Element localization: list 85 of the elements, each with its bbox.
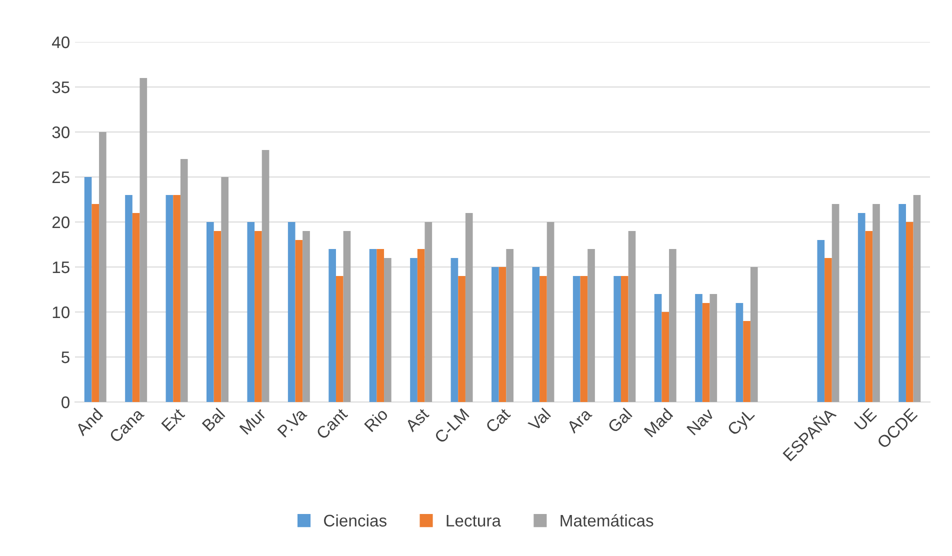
bar bbox=[328, 249, 336, 402]
bar bbox=[247, 222, 255, 402]
x-tick-label: Cat bbox=[485, 407, 512, 434]
x-tick-label: Ara bbox=[566, 407, 593, 434]
bar bbox=[492, 267, 499, 402]
bar bbox=[262, 150, 270, 402]
bar bbox=[92, 204, 100, 402]
bar bbox=[546, 222, 554, 402]
bar bbox=[206, 222, 214, 402]
bar bbox=[125, 195, 132, 402]
bar bbox=[695, 294, 702, 402]
x-tick-label: UE bbox=[854, 408, 878, 431]
legend-label: Matemáticas bbox=[560, 514, 654, 527]
bar bbox=[450, 258, 458, 402]
y-tick-label: 5 bbox=[62, 352, 70, 364]
bar bbox=[865, 231, 873, 402]
bar bbox=[572, 276, 580, 402]
x-tick-label: CyL bbox=[726, 408, 758, 438]
bar bbox=[614, 276, 621, 402]
x-tick-label: P.Va bbox=[277, 407, 308, 438]
bar bbox=[580, 276, 588, 402]
bar bbox=[662, 312, 670, 402]
legend-label: Ciencias bbox=[324, 514, 386, 527]
bar bbox=[410, 258, 418, 402]
x-tick-label: Ext bbox=[161, 407, 186, 432]
bar bbox=[214, 231, 222, 402]
bar bbox=[417, 249, 425, 402]
bar bbox=[84, 177, 92, 402]
x-tick-label: Bal bbox=[201, 408, 226, 432]
bar bbox=[180, 159, 188, 402]
bar bbox=[532, 267, 540, 402]
x-tick-label: Nav bbox=[686, 407, 715, 436]
y-tick-label: 30 bbox=[52, 126, 70, 138]
legend-label: Lectura bbox=[446, 514, 502, 527]
bar bbox=[898, 204, 906, 402]
bar bbox=[336, 276, 344, 402]
bar bbox=[132, 213, 140, 402]
bar bbox=[743, 321, 750, 402]
x-tick-label: Rio bbox=[364, 407, 389, 432]
bar bbox=[376, 249, 384, 402]
bar bbox=[424, 222, 432, 402]
bar bbox=[906, 222, 914, 402]
y-tick-label: 0 bbox=[62, 396, 70, 408]
bar bbox=[295, 240, 303, 402]
y-tick-label: 40 bbox=[52, 36, 70, 48]
x-tick-label: Mur bbox=[239, 407, 267, 435]
bar bbox=[858, 213, 866, 402]
y-tick-label: 15 bbox=[52, 262, 70, 274]
x-tick-label: Gal bbox=[606, 408, 633, 434]
bar bbox=[702, 303, 710, 402]
bar bbox=[817, 240, 825, 402]
bar bbox=[173, 195, 180, 402]
bar bbox=[343, 231, 351, 402]
bar bbox=[824, 258, 832, 402]
bar bbox=[654, 294, 662, 402]
bar bbox=[288, 222, 296, 402]
bar bbox=[628, 231, 636, 402]
bar bbox=[458, 276, 466, 402]
y-tick-label: 20 bbox=[52, 216, 70, 228]
bar bbox=[710, 294, 718, 402]
bar bbox=[750, 267, 758, 402]
bar bbox=[498, 267, 506, 402]
bar bbox=[736, 303, 744, 402]
bar bbox=[913, 195, 921, 402]
bar bbox=[620, 276, 628, 402]
y-tick-label: 35 bbox=[52, 81, 70, 94]
bar bbox=[669, 249, 676, 402]
bar bbox=[302, 231, 310, 402]
bar bbox=[540, 276, 547, 402]
bar bbox=[221, 177, 228, 402]
y-tick-label: 25 bbox=[52, 171, 70, 184]
bar bbox=[166, 195, 174, 402]
bar bbox=[140, 78, 148, 402]
bar bbox=[588, 249, 595, 402]
bar bbox=[465, 213, 473, 402]
bar bbox=[369, 249, 377, 402]
bar bbox=[832, 204, 840, 402]
bar bbox=[99, 132, 106, 402]
x-tick-label: Ast bbox=[404, 407, 430, 433]
bar bbox=[872, 204, 880, 402]
bar bbox=[384, 258, 392, 402]
bar bbox=[254, 231, 262, 402]
bar bbox=[506, 249, 514, 402]
x-tick-label: Val bbox=[527, 408, 552, 432]
y-tick-label: 10 bbox=[52, 306, 70, 318]
